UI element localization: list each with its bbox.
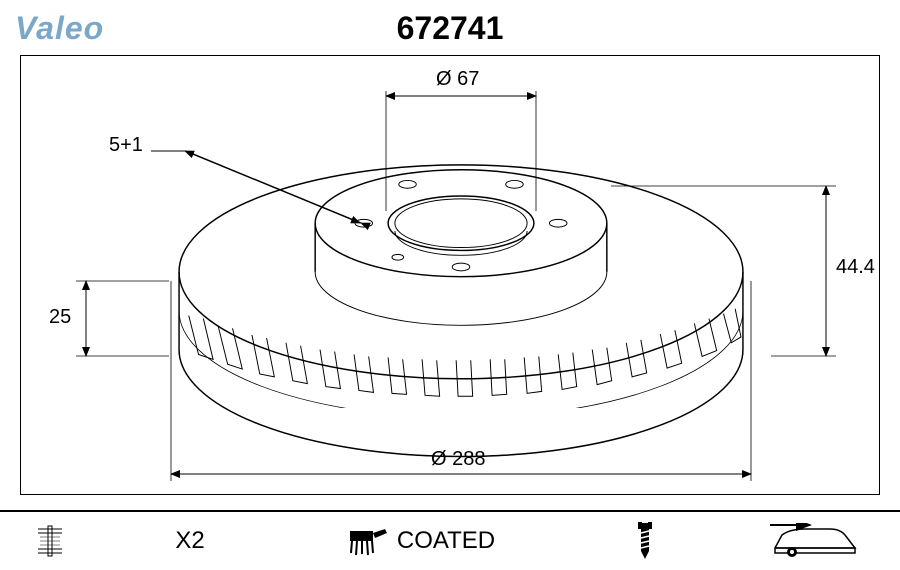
dim-outer: Ø 288 [431,448,485,471]
screw-icon [630,519,660,563]
dim-holes: 5+1 [109,134,143,157]
part-number: 672741 [397,10,504,47]
disc-stack-icon [30,521,70,561]
drawing-frame: Ø 67 5+1 25 44.4 Ø 288 [20,55,880,495]
coated-label: COATED [397,527,495,555]
dim-thickness: 25 [49,306,71,329]
brush-icon [345,523,389,559]
brand-logo: Valeo [15,10,104,47]
car-front-icon [770,523,860,559]
dim-height: 44.4 [836,256,875,279]
dim-bore: Ø 67 [436,68,479,91]
quantity-label: X2 [100,512,280,570]
footer-bar: X2 COATED [0,510,900,570]
dimension-lines [21,56,881,496]
